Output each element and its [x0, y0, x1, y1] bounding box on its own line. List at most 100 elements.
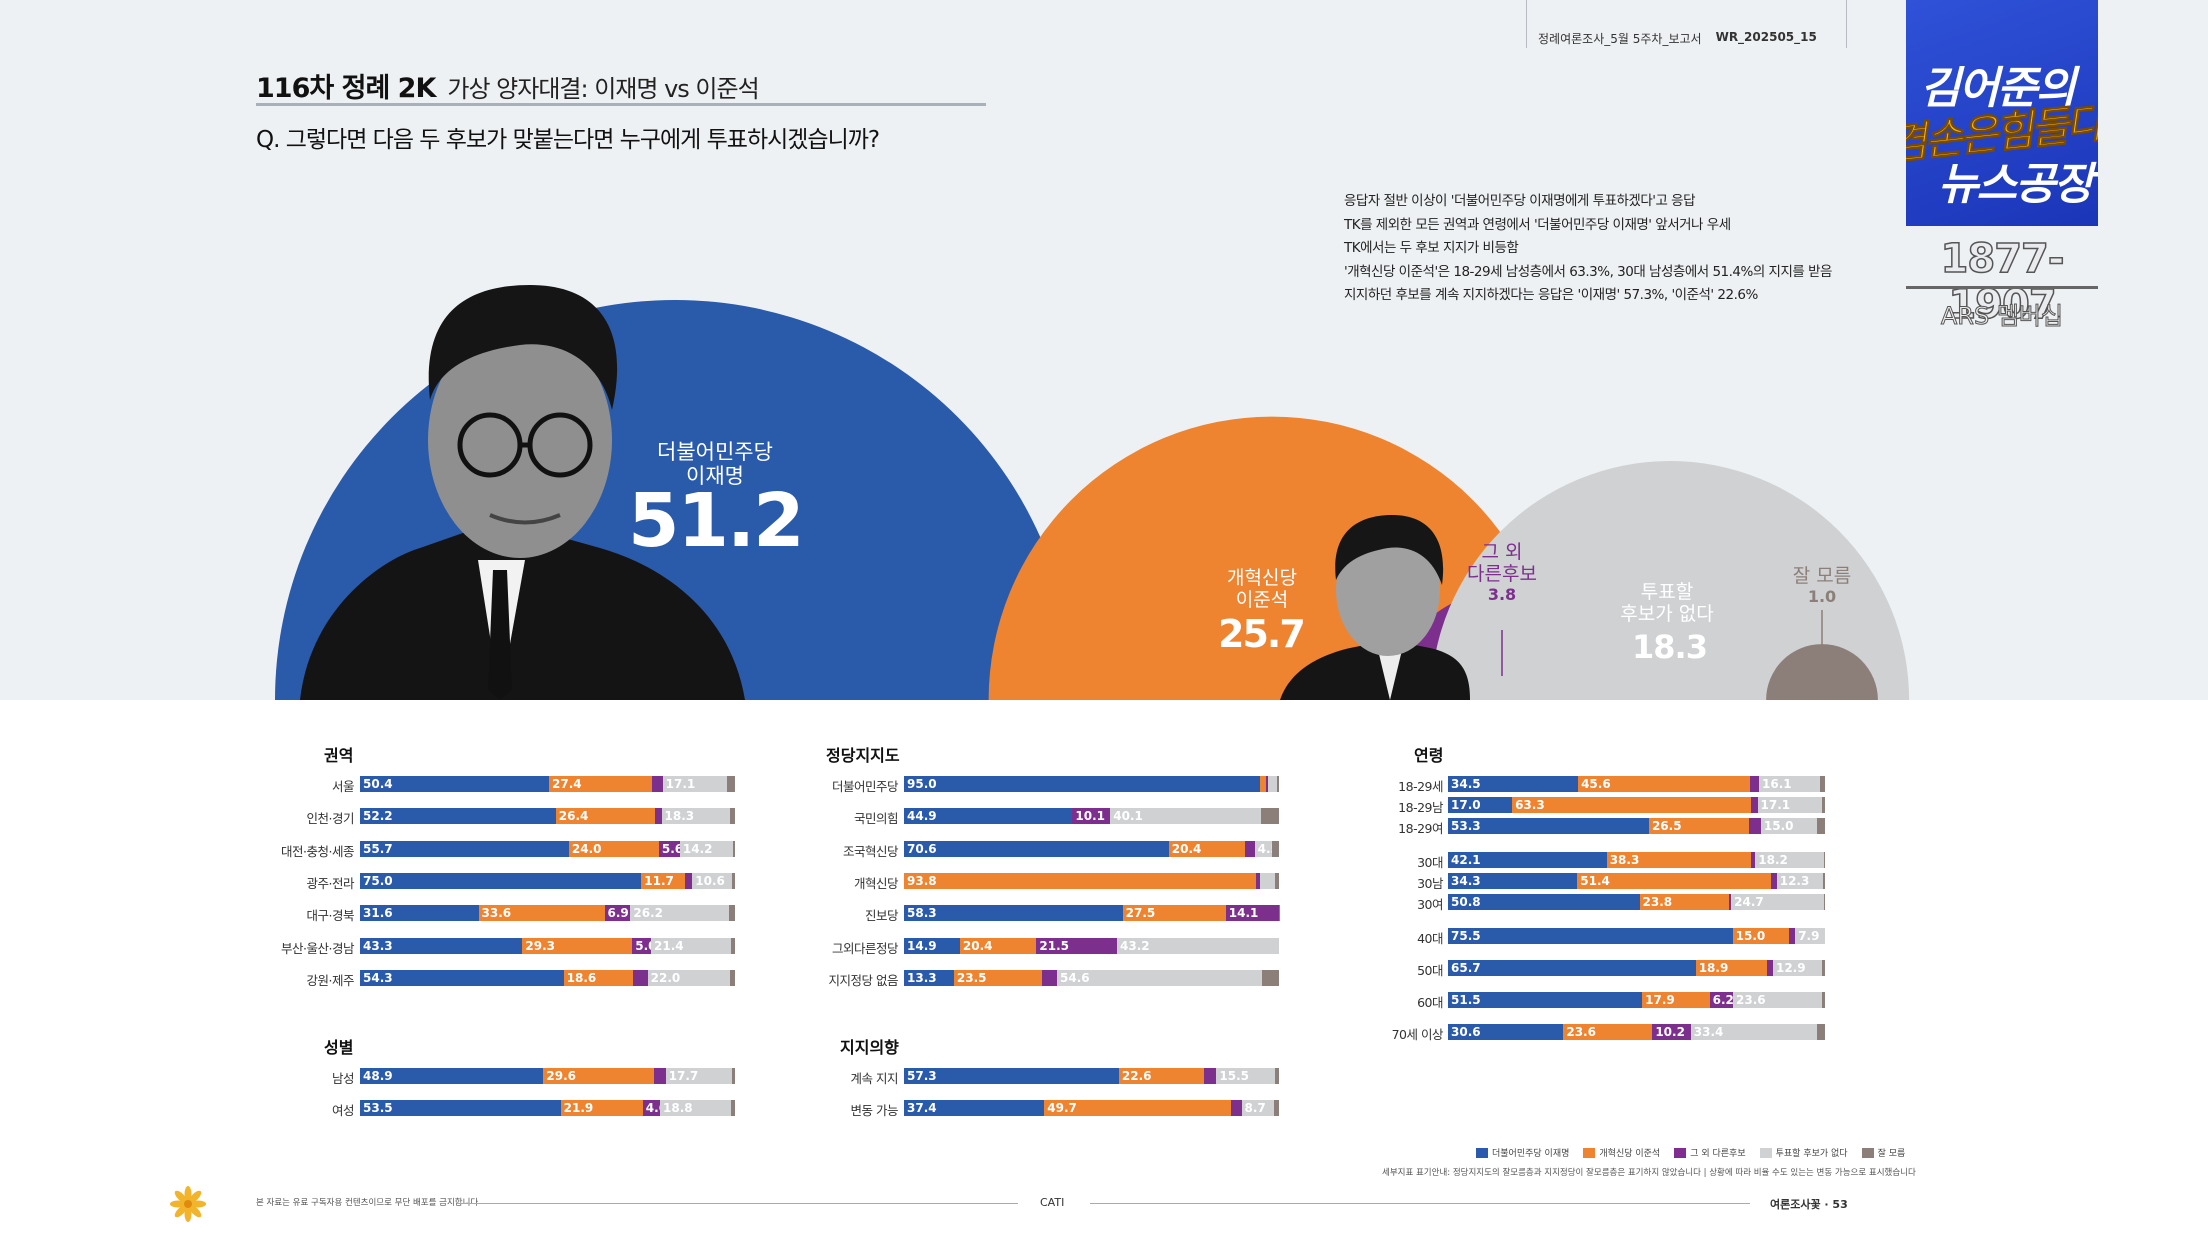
bar-segment	[726, 776, 735, 792]
bar-segment	[563, 969, 634, 986]
bar-row-label: 여성	[331, 1103, 355, 1119]
bar-value-label: 65.7	[1451, 961, 1481, 975]
bar-segment	[730, 808, 735, 825]
bar-segment	[733, 840, 735, 857]
lee-jm-party: 더불어민주당	[657, 440, 773, 464]
header-divider-right	[1846, 0, 1847, 48]
bar-row-label: 변동 가능	[850, 1103, 899, 1119]
bar-value-label: 6.9	[607, 906, 629, 921]
bar-segment	[1578, 776, 1750, 792]
bar-segment	[1072, 808, 1111, 825]
bar-value-label: 57.3	[907, 1069, 937, 1083]
bar-segment	[1044, 1100, 1231, 1117]
bar-segment	[1821, 797, 1825, 813]
bar-row-label: 대구·경북	[306, 908, 355, 924]
bar-segment	[1275, 872, 1279, 889]
bar-segment	[1260, 776, 1266, 792]
bar-segment	[679, 840, 734, 857]
bar-segment	[360, 969, 564, 986]
summary-line: TK에서는 두 후보 지지가 비등함	[1344, 240, 1519, 256]
bar-segment	[641, 872, 686, 889]
bar-value-label: 43.3	[363, 938, 393, 953]
bar-value-label: 54.3	[363, 970, 393, 985]
bar-segment	[732, 1068, 735, 1084]
bar-segment	[654, 808, 662, 825]
lee-jm-label: 더불어민주당 이재명	[630, 440, 800, 488]
footnote: 세부지표 표기안내: 정당지지도의 잘모름층과 지지정당이 잘모름층은 표기하지…	[1382, 1168, 1916, 1178]
bar-value-label: 45.6	[1581, 777, 1611, 791]
footer-rule-left	[458, 1203, 1018, 1204]
bar-value-label: 70.6	[907, 841, 937, 856]
bar-segment	[1819, 776, 1825, 792]
legend-swatch	[1759, 1147, 1772, 1158]
footer-center: CATI	[1040, 1196, 1065, 1209]
bar-segment	[1757, 797, 1822, 813]
bar-value-label: 14.9	[907, 938, 937, 953]
bar-value-label: 27.5	[1125, 906, 1156, 921]
bar-value-label: 24.7	[1734, 895, 1764, 909]
bar-segment	[1057, 969, 1262, 986]
bar-value-label: 10.2	[1655, 1025, 1685, 1039]
bar-segment	[1824, 894, 1825, 910]
none-label-line1: 투표할	[1640, 581, 1694, 603]
legend-label: 잘 모름	[1877, 1149, 1906, 1159]
bar-segment	[360, 776, 549, 792]
bar-value-label: 22.0	[650, 970, 681, 985]
bar-segment	[1749, 776, 1760, 792]
bar-row-label: 50대	[1417, 963, 1443, 978]
bar-segment	[555, 808, 655, 825]
bar-value-label: 34.3	[1451, 874, 1481, 888]
bar-segment	[360, 1100, 561, 1117]
bar-segment	[1817, 818, 1825, 834]
legend-item: 그 외 다른후보	[1674, 1146, 1746, 1159]
bar-segment	[1577, 873, 1772, 889]
bar-segment	[632, 937, 651, 954]
bar-segment	[1690, 1024, 1817, 1040]
summary-text: 응답자 절반 이상이 '더불어민주당 이재명에게 투표하겠다'고 응답 TK를 …	[1344, 190, 1864, 308]
bar-segment	[1760, 818, 1818, 834]
bar-segment	[1816, 1024, 1825, 1040]
unsure-value: 1.0	[1807, 586, 1837, 606]
bar-value-label: 16.1	[1762, 777, 1792, 791]
lee-js-party: 개혁신당	[1227, 567, 1297, 589]
bar-segment	[360, 937, 523, 954]
bar-segment	[1776, 873, 1824, 889]
bar-segment	[1606, 852, 1752, 868]
bar-segment	[360, 840, 569, 857]
bar-row-label: 그외다른정당	[831, 940, 899, 956]
bar-value-label: 55.7	[363, 841, 393, 856]
bar-value-label: 44.9	[907, 809, 937, 824]
bar-segment	[549, 776, 652, 792]
bar-value-label: 26.5	[1651, 819, 1682, 833]
bar-value-label: 14.2	[682, 841, 713, 856]
bar-segment	[904, 937, 960, 954]
semicircle-none	[1430, 461, 1910, 700]
bar-value-label: 42.1	[1451, 853, 1481, 867]
bar-value-label: 43.2	[1120, 938, 1150, 953]
bar-segment	[1241, 1100, 1275, 1117]
bar-segment	[904, 776, 1261, 792]
report-meta: 정례여론조사_5월 5주차_보고서 WR_202505_15	[1538, 30, 1817, 47]
bar-value-label: 7.9	[1798, 929, 1820, 943]
bar-value-label: 29.3	[525, 938, 555, 953]
bar-value-label: 27.4	[552, 777, 582, 791]
bar-segment	[1042, 969, 1057, 986]
bar-segment	[1267, 776, 1278, 792]
bar-value-label: 51.5	[1451, 993, 1481, 1007]
legend-swatch	[1674, 1147, 1687, 1158]
bar-value-label: 52.2	[363, 809, 393, 824]
bar-segment	[1821, 992, 1825, 1008]
bar-value-label: 58.3	[907, 906, 937, 921]
bar-segment	[1766, 960, 1773, 976]
bar-segment	[1732, 928, 1790, 944]
bar-segment	[661, 808, 731, 825]
unsure-label: 잘 모름 1.0	[1772, 565, 1872, 606]
bar-segment	[660, 1100, 731, 1117]
bar-value-label: 18.3	[664, 809, 695, 824]
bar-segment	[1772, 960, 1822, 976]
bar-segment	[1789, 928, 1796, 944]
logo-line3: 뉴스공장	[1938, 159, 2094, 210]
bar-row-label: 강원·제주	[306, 972, 355, 988]
bar-segment	[1729, 894, 1732, 910]
bar-value-label: 15.5	[1219, 1069, 1249, 1083]
